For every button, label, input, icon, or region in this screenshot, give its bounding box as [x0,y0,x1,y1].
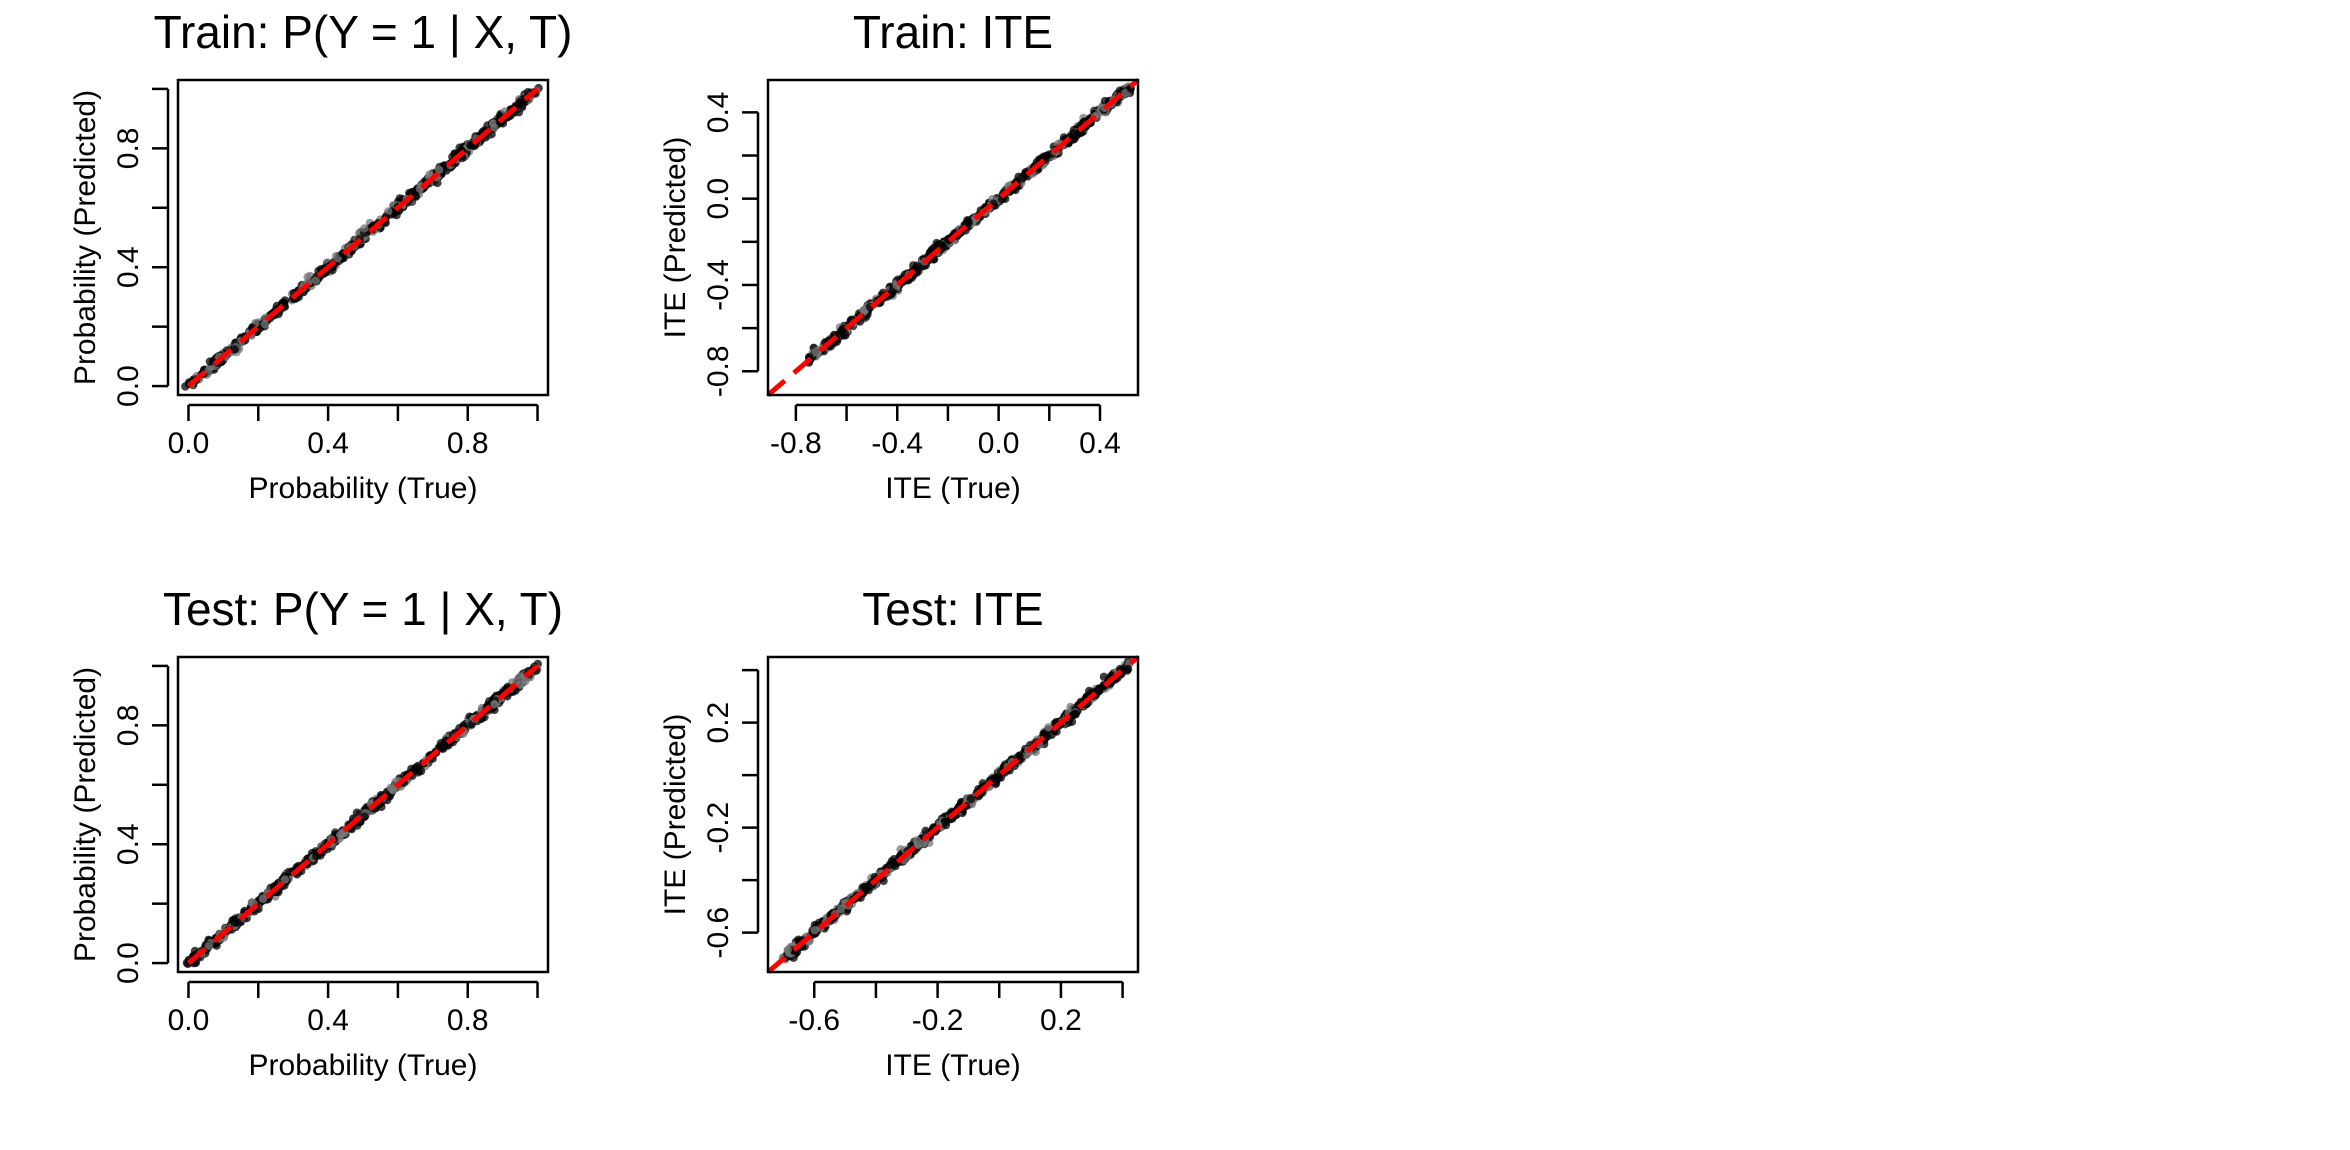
x-tick-label: -0.8 [770,427,822,460]
scatter-point [411,192,421,201]
scatter-point [966,795,976,804]
y-tick-label: 0.0 [112,942,145,984]
scatter-point [284,867,293,877]
plot-frame [176,655,550,974]
y-tick-label: -0.6 [702,907,735,959]
scatter-point [860,882,869,892]
scatter-point [205,357,215,366]
scatter-point [516,680,525,689]
scatter-point [1017,173,1026,182]
chart-panel-3: Test: P(Y = 1 | X, T) 0.0 0.4 0.8 Probabilit… [69,583,563,1082]
reference-line [766,78,1140,397]
y-tick-label: 0.4 [112,823,145,865]
scatter-point [352,808,362,817]
scatter-point [912,836,922,845]
scatter-point [444,741,453,750]
x-tick-label: 0.4 [307,427,349,460]
scatter-point [919,839,928,848]
y-tick-label: -0.4 [702,259,735,311]
x-tick-label: 0.0 [168,1004,210,1037]
scatter-point [311,276,320,285]
y-axis-label: ITE (Predicted) [659,137,692,339]
chart-title: Test: ITE [862,583,1043,635]
x-tick-label: 0.0 [168,427,210,460]
y-axis-label: Probability (Predicted) [69,90,102,385]
scatter-point [1123,664,1133,674]
y-axis: 0.0 0.4 0.8 [112,87,170,407]
scatter-point [280,875,289,884]
plot-frame [176,78,550,397]
y-axis: -0.8 -0.4 0.0 0.4 [702,92,760,397]
scatter-point [435,165,444,175]
scatter-point [885,860,895,869]
x-tick-label: 0.8 [447,427,489,460]
x-axis-label: Probability (True) [249,472,478,505]
y-axis: 0.0 0.4 0.8 [112,664,170,984]
x-tick-label: 0.2 [1040,1004,1082,1037]
scatter-point [1042,151,1051,161]
scatter-point [879,876,888,886]
plot-frame [766,78,1140,397]
plot-frame [766,655,1140,974]
x-axis: -0.6 -0.2 0.2 [788,980,1124,1037]
scatter-point [280,296,290,305]
x-tick-label: 0.4 [1079,427,1121,460]
x-tick-label: 0.0 [978,427,1020,460]
x-axis: 0.0 0.4 0.8 [168,980,539,1037]
chart-title: Train: P(Y = 1 | X, T) [154,6,573,58]
y-axis-label: Probability (Predicted) [69,667,102,962]
scatter-point [489,119,498,128]
reference-line [186,664,540,965]
y-tick-label: 0.2 [702,702,735,744]
scatter-point [909,261,918,270]
scatter-point [212,941,221,950]
chart-title: Train: ITE [853,6,1053,58]
y-tick-label: 0.0 [702,178,735,220]
y-axis-label: ITE (Predicted) [659,714,692,916]
scatter-point [964,218,973,227]
reference-line [766,655,1140,974]
x-axis: -0.8 -0.4 0.0 0.4 [770,403,1121,460]
y-tick-label: 0.8 [112,704,145,746]
x-tick-label: 0.8 [447,1004,489,1037]
y-tick-label: 0.8 [112,127,145,169]
x-axis-label: ITE (True) [885,1049,1021,1082]
reference-line [186,87,540,388]
chart-panel-1: Train: P(Y = 1 | X, T) 0.0 0.4 0.8 Probabili… [69,6,572,505]
y-axis: -0.6 -0.2 0.2 [702,668,760,959]
scatter-point [230,918,239,927]
x-tick-label: -0.4 [871,427,923,460]
scatter-point [941,817,950,827]
scatter-point [990,774,999,783]
y-tick-label: -0.2 [702,802,735,854]
scatter-point [204,941,213,950]
scatter-point [260,319,269,329]
scatter-point [490,700,499,709]
scatter-point [1044,723,1053,732]
scatter-point [1071,709,1080,719]
x-axis-label: Probability (True) [249,1049,478,1082]
scatter-point [810,926,819,935]
x-tick-label: 0.4 [307,1004,349,1037]
x-axis-label: ITE (True) [885,472,1021,505]
y-tick-label: -0.8 [702,345,735,397]
scatter-point [837,326,846,335]
x-tick-label: -0.2 [912,1004,964,1037]
scatter-point [388,786,398,795]
x-axis: 0.0 0.4 0.8 [168,403,539,460]
y-tick-label: 0.4 [702,92,735,134]
scatter-point [783,945,792,955]
scatter-point [360,224,369,233]
scatter-point [859,306,868,315]
scatter-point [811,347,820,357]
x-tick-label: -0.6 [788,1004,840,1037]
y-tick-label: 0.0 [112,365,145,407]
scatter-point [1070,134,1079,144]
y-tick-label: 0.4 [112,246,145,288]
chart-title: Test: P(Y = 1 | X, T) [163,583,563,635]
chart-panel-4: Test: ITE -0.6 -0.2 0.2 ITE (True) -0.6 -0.2 0.… [659,583,1140,1082]
